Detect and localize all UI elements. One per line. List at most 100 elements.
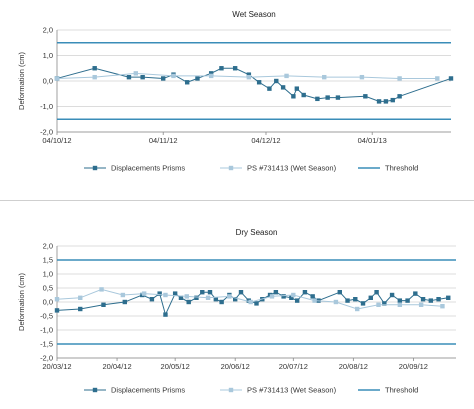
ps-point <box>171 73 176 79</box>
ps-point <box>54 76 60 81</box>
prisms-point <box>360 301 366 306</box>
legend-swatch-marker <box>228 387 234 393</box>
prisms-point <box>140 74 145 80</box>
x-tick-label: 20/06/12 <box>221 362 250 371</box>
prisms-point <box>302 290 308 295</box>
prisms-point <box>186 299 191 305</box>
prisms-point <box>315 96 320 102</box>
prisms-point <box>238 290 244 295</box>
y-tick-label: -2,0 <box>40 354 53 363</box>
x-tick-label: 04/01/13 <box>358 136 387 145</box>
y-tick-label: 2,0 <box>43 26 53 35</box>
prisms-point <box>274 78 279 84</box>
prisms-point <box>383 99 389 104</box>
prisms-point <box>310 294 315 299</box>
chart-title: Wet Season <box>232 10 275 19</box>
ps-point <box>246 74 252 80</box>
legend-swatch-marker <box>228 165 234 171</box>
ps-point <box>333 299 339 305</box>
ps-point <box>54 297 60 302</box>
y-axis-label: Deformation (cm) <box>17 52 26 110</box>
prisms-point <box>337 290 342 295</box>
prisms-point <box>122 299 127 305</box>
prisms-point <box>294 86 300 91</box>
prisms-point <box>289 295 294 300</box>
prisms-point <box>389 292 395 298</box>
prisms-point <box>420 297 426 302</box>
y-tick-label: 2,0 <box>43 242 53 251</box>
prisms-point <box>281 294 286 299</box>
legend-label: Displacements Prisms <box>111 386 185 395</box>
y-axis-label: Deformation (cm) <box>17 273 26 331</box>
x-tick-label: 20/08/12 <box>339 362 368 371</box>
prisms-point <box>78 306 83 312</box>
y-tick-label: -1,0 <box>40 102 53 111</box>
prisms-point <box>101 302 106 307</box>
ps-point <box>99 287 104 292</box>
prisms-point <box>195 76 200 81</box>
prisms-point <box>428 298 434 303</box>
ps-point <box>248 299 253 305</box>
prisms-point <box>232 297 238 302</box>
prisms-point <box>267 86 272 91</box>
ps-point <box>205 295 211 300</box>
x-tick-label: 20/04/12 <box>102 362 131 371</box>
prisms-point <box>301 92 306 98</box>
prisms-point <box>325 95 330 100</box>
prisms-point <box>368 295 373 300</box>
prisms-point <box>405 298 410 303</box>
ps-point <box>397 302 403 307</box>
x-tick-label: 04/11/12 <box>149 136 178 145</box>
prisms-point <box>232 66 238 71</box>
prisms-point <box>149 297 155 302</box>
ps-point <box>184 294 189 299</box>
y-tick-label: -1,0 <box>40 326 53 335</box>
prisms-point <box>376 99 382 104</box>
ps-point <box>376 302 381 307</box>
prisms-point <box>382 301 387 306</box>
ps-point <box>284 73 289 79</box>
prisms-point <box>178 295 184 300</box>
prisms-point <box>335 95 341 100</box>
prisms-point <box>353 297 358 302</box>
y-tick-label: 0,0 <box>43 77 53 86</box>
prisms-point <box>448 76 454 81</box>
ps-point <box>133 71 138 76</box>
ps-point <box>355 306 360 312</box>
legend-label: Threshold <box>385 386 418 395</box>
prisms-point <box>208 71 214 76</box>
prisms-point <box>436 297 441 302</box>
prisms-point <box>413 291 418 296</box>
ps-point <box>208 73 214 79</box>
legend-label: Threshold <box>385 164 418 173</box>
ps-point <box>312 298 317 303</box>
prisms-point <box>194 295 199 300</box>
ps-point <box>227 294 232 299</box>
ps-point <box>141 291 147 296</box>
prisms-point <box>280 85 286 90</box>
prisms-point <box>161 76 166 81</box>
y-tick-label: -0,5 <box>40 312 53 321</box>
y-tick-label: 1,0 <box>43 51 53 60</box>
dry-season-chart-panel: Dry Season Deformation (cm) 2,0 1,5 1,0 0,5 0,… <box>0 204 474 409</box>
y-tick-label: -1,5 <box>40 340 53 349</box>
prisms-point <box>363 94 368 99</box>
ps-point <box>397 76 402 81</box>
wet-season-chart: Wet Season Deformation (cm) 2,0 1,0 0,0 -1,0 -… <box>17 10 454 173</box>
prisms-point <box>397 94 402 99</box>
y-tick-label: -2,0 <box>40 128 53 137</box>
prisms-point <box>246 72 252 77</box>
y-tick-label: 1,5 <box>43 256 53 265</box>
prisms-series-line <box>56 67 452 102</box>
x-tick-label: 20/09/12 <box>399 362 428 371</box>
prisms-point <box>200 290 205 295</box>
legend-label: Displacements Prisms <box>111 164 185 173</box>
prisms-point <box>397 298 403 303</box>
prisms-point <box>345 298 350 303</box>
x-tick-label: 04/12/12 <box>251 136 280 145</box>
ps-point <box>269 294 275 299</box>
prisms-point <box>54 308 60 313</box>
x-tick-label: 20/07/12 <box>279 362 308 371</box>
prisms-point <box>446 295 451 300</box>
y-tick-label: 0,5 <box>43 284 53 293</box>
